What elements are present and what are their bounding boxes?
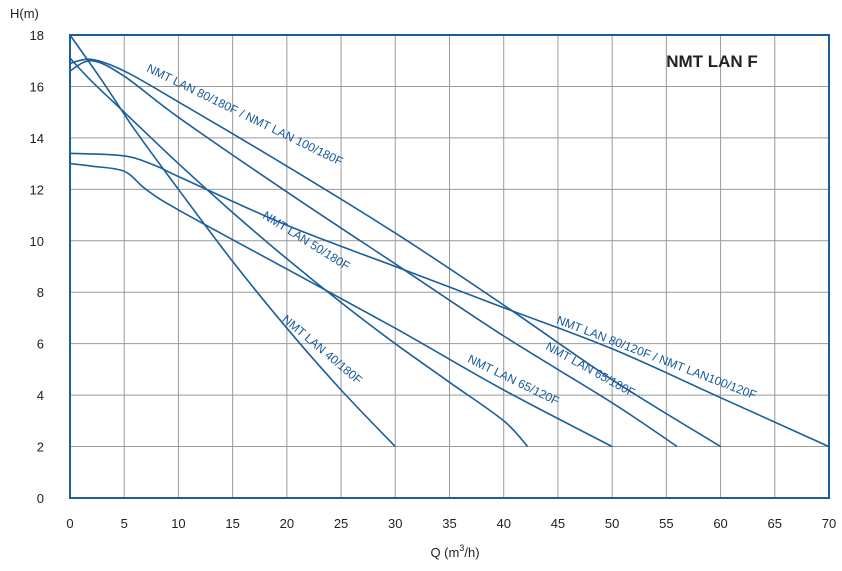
chart-title: NMT LAN F: [666, 52, 758, 71]
x-tick-label-7: 35: [442, 516, 456, 531]
x-tick-label-14: 70: [822, 516, 836, 531]
x-axis-label-end: /h): [464, 545, 479, 560]
x-axis-label-main: Q (m: [430, 545, 459, 560]
x-tick-label-5: 25: [334, 516, 348, 531]
y-axis-label: H(m): [10, 6, 39, 21]
y-tick-label-7: 14: [30, 131, 44, 146]
curve-3: [70, 61, 677, 447]
y-tick-label-1: 2: [37, 440, 44, 455]
x-tick-label-12: 60: [713, 516, 727, 531]
curve-1: [70, 58, 528, 447]
y-tick-labels: 0 2 4 6 8 10 12 14 16 18: [30, 28, 44, 506]
x-tick-label-3: 15: [225, 516, 239, 531]
y-tick-label-5: 10: [30, 234, 44, 249]
x-tick-label-6: 30: [388, 516, 402, 531]
x-tick-label-1: 5: [121, 516, 128, 531]
x-tick-label-4: 20: [280, 516, 294, 531]
x-tick-label-9: 45: [551, 516, 565, 531]
y-tick-label-0: 0: [37, 491, 44, 506]
y-tick-label-2: 4: [37, 388, 44, 403]
y-tick-label-8: 16: [30, 79, 44, 94]
y-tick-label-6: 12: [30, 182, 44, 197]
x-tick-labels: 0 5 10 15 20 25 30 35 40 45 50 55 60 65 70: [66, 516, 836, 531]
y-tick-label-4: 8: [37, 285, 44, 300]
x-tick-label-8: 40: [496, 516, 510, 531]
x-tick-label-2: 10: [171, 516, 185, 531]
x-tick-label-0: 0: [66, 516, 73, 531]
y-tick-label-9: 18: [30, 28, 44, 43]
curve-label-2: NMT LAN 65/120F: [466, 352, 562, 408]
x-tick-label-13: 65: [768, 516, 782, 531]
x-axis-label: Q (m3/h): [430, 543, 479, 560]
curve-label-0: NMT LAN 40/180F: [280, 312, 365, 387]
x-tick-label-11: 55: [659, 516, 673, 531]
x-tick-label-10: 50: [605, 516, 619, 531]
y-tick-label-3: 6: [37, 337, 44, 352]
